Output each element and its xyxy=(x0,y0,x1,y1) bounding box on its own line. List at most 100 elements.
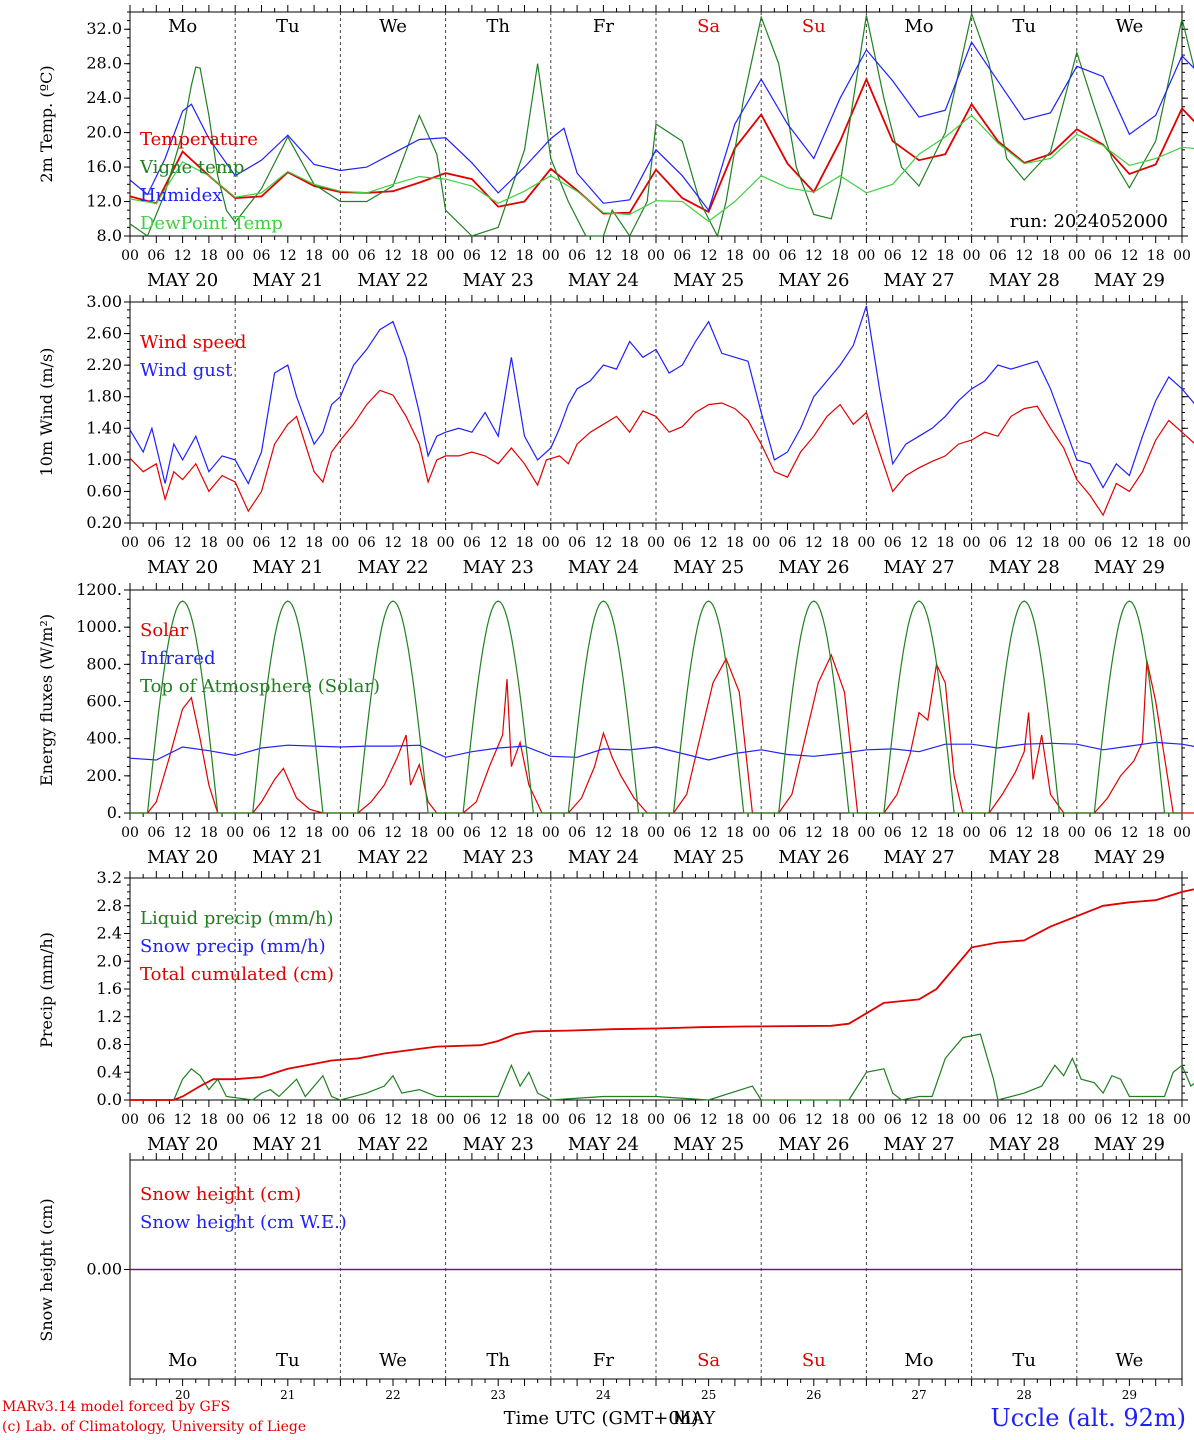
x-hour-tick-label: 18 xyxy=(305,825,323,841)
y-tick-label: 1.2 xyxy=(97,1007,122,1026)
y-tick-label: 2.8 xyxy=(97,896,122,915)
x-hour-tick-label: 06 xyxy=(989,535,1007,551)
x-hour-tick-label: 06 xyxy=(358,535,376,551)
model-credit-line2: (c) Lab. of Climatology, University of L… xyxy=(2,1419,307,1435)
x-hour-tick-label: 00 xyxy=(542,535,560,551)
weekday-label: We xyxy=(1116,16,1144,37)
x-hour-tick-label: 00 xyxy=(647,825,665,841)
x-hour-tick-label: 00 xyxy=(542,1112,560,1128)
y-tick-label: 2.60 xyxy=(86,324,122,343)
y-tick-label: 0.00 xyxy=(86,1260,122,1279)
x-day-label: MAY 22 xyxy=(357,557,428,578)
y-tick-label: 2.0 xyxy=(97,951,122,970)
x-hour-tick-label: 18 xyxy=(936,535,954,551)
x-hour-tick-label: 12 xyxy=(594,248,612,264)
weekday-label: Mo xyxy=(168,1350,197,1371)
weekday-label: Su xyxy=(802,16,826,37)
y-tick-label: 0.4 xyxy=(97,1062,122,1081)
x-hour-tick-label: 18 xyxy=(1147,1112,1165,1128)
legend-entry: Infrared xyxy=(140,648,215,669)
x-hour-tick-label: 12 xyxy=(489,535,507,551)
x-hour-tick-label: 00 xyxy=(647,248,665,264)
x-hour-tick-label: 06 xyxy=(779,535,797,551)
x-hour-tick-label: 06 xyxy=(358,825,376,841)
y-tick-label: 0.20 xyxy=(86,513,122,532)
y-axis-title: 2m Temp. (ºC) xyxy=(37,65,56,182)
x-hour-tick-label: 12 xyxy=(910,248,928,264)
x-hour-tick-label: 18 xyxy=(726,535,744,551)
x-hour-tick-label: 00 xyxy=(1173,825,1191,841)
x-hour-tick-label: 00 xyxy=(963,1112,981,1128)
x-hour-tick-label: 12 xyxy=(174,248,192,264)
x-day-label: MAY 24 xyxy=(568,270,639,291)
x-hour-tick-label: 06 xyxy=(253,1112,271,1128)
x-hour-tick-label: 18 xyxy=(726,1112,744,1128)
x-day-label: MAY 22 xyxy=(357,1134,428,1155)
x-hour-tick-label: 18 xyxy=(1147,825,1165,841)
series-line-liquid-precip-mm-h- xyxy=(130,1033,1194,1101)
x-hour-tick-label: 00 xyxy=(331,248,349,264)
y-tick-label: 200. xyxy=(86,766,122,785)
legend-entry: Total cumulated (cm) xyxy=(140,964,334,985)
x-hour-tick-label: 18 xyxy=(305,1112,323,1128)
legend-entry: Snow precip (mm/h) xyxy=(140,936,326,957)
x-hour-tick-label: 12 xyxy=(489,1112,507,1128)
weekday-label: Mo xyxy=(168,16,197,37)
x-hour-tick-label: 12 xyxy=(174,535,192,551)
x-hour-tick-label: 06 xyxy=(989,248,1007,264)
x-day-label: MAY 23 xyxy=(463,1134,534,1155)
x-hour-tick-label: 00 xyxy=(1068,1112,1086,1128)
x-day-number: 21 xyxy=(280,1388,295,1402)
x-hour-tick-label: 06 xyxy=(253,825,271,841)
x-day-label: MAY 21 xyxy=(252,1134,323,1155)
x-day-number: 27 xyxy=(911,1388,926,1402)
weekday-label: We xyxy=(379,16,407,37)
x-hour-tick-label: 12 xyxy=(384,248,402,264)
x-hour-tick-label: 06 xyxy=(358,248,376,264)
x-hour-tick-label: 18 xyxy=(516,825,534,841)
x-hour-tick-label: 12 xyxy=(805,535,823,551)
weekday-label: Tu xyxy=(1012,16,1036,37)
legend-entry: Snow height (cm W.E.) xyxy=(140,1212,347,1233)
x-hour-tick-label: 12 xyxy=(279,825,297,841)
x-day-label: MAY 29 xyxy=(1094,557,1165,578)
x-hour-tick-label: 00 xyxy=(752,535,770,551)
series-line-wind-speed xyxy=(129,389,1194,517)
y-tick-label: 400. xyxy=(86,729,122,748)
x-hour-tick-label: 18 xyxy=(621,248,639,264)
weekday-label: Sa xyxy=(697,16,720,37)
x-hour-tick-label: 00 xyxy=(437,535,455,551)
x-hour-tick-label: 12 xyxy=(489,248,507,264)
x-hour-tick-label: 00 xyxy=(226,535,244,551)
x-hour-tick-label: 18 xyxy=(831,825,849,841)
x-hour-tick-label: 18 xyxy=(1042,535,1060,551)
x-day-label: MAY 23 xyxy=(463,847,534,868)
x-day-label: MAY 25 xyxy=(673,270,744,291)
x-hour-tick-label: 12 xyxy=(1120,825,1138,841)
x-hour-tick-label: 18 xyxy=(1147,248,1165,264)
x-hour-tick-label: 12 xyxy=(910,1112,928,1128)
x-hour-tick-label: 06 xyxy=(147,1112,165,1128)
x-day-label: MAY 26 xyxy=(778,557,849,578)
x-hour-tick-label: 06 xyxy=(253,535,271,551)
x-hour-tick-label: 06 xyxy=(253,248,271,264)
x-hour-tick-label: 06 xyxy=(1094,535,1112,551)
x-hour-tick-label: 06 xyxy=(463,248,481,264)
x-hour-tick-label: 00 xyxy=(1068,535,1086,551)
x-hour-tick-label: 00 xyxy=(437,825,455,841)
x-hour-tick-label: 00 xyxy=(121,825,139,841)
legend-entry: Liquid precip (mm/h) xyxy=(140,908,334,929)
x-hour-tick-label: 18 xyxy=(410,535,428,551)
x-hour-tick-label: 12 xyxy=(1120,248,1138,264)
series-line-wind-gust xyxy=(129,305,1194,489)
x-hour-tick-label: 06 xyxy=(568,248,586,264)
x-hour-tick-label: 06 xyxy=(1094,1112,1112,1128)
y-tick-label: 2.4 xyxy=(97,924,122,943)
x-hour-tick-label: 06 xyxy=(1094,248,1112,264)
y-tick-label: 1200. xyxy=(76,580,122,599)
x-hour-tick-label: 12 xyxy=(700,1112,718,1128)
x-hour-tick-label: 18 xyxy=(410,825,428,841)
x-hour-tick-label: 00 xyxy=(963,535,981,551)
x-hour-tick-label: 00 xyxy=(542,248,560,264)
x-hour-tick-label: 00 xyxy=(647,535,665,551)
